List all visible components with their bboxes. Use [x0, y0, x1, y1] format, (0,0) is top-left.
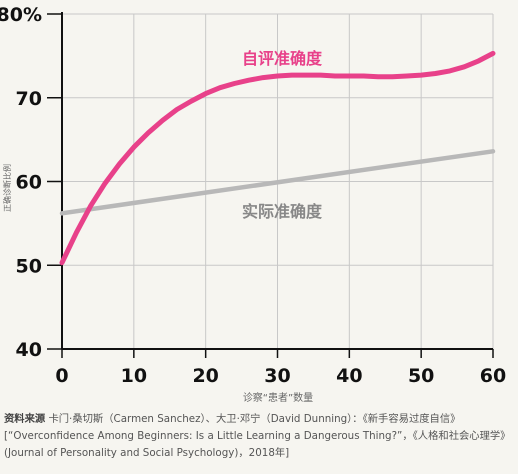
series-label-self-assessed: 自评准确度 — [242, 49, 323, 68]
actual-accuracy-line — [59, 149, 496, 216]
source-text: 卡门·桑切斯（Carmen Sanchez）、大卫·邓宁（David Dunni… — [4, 413, 511, 459]
line-chart: 40 50 60 70 80% 0 10 20 30 40 50 60 诊察“患者”数量 正确诊断比例 自评… — [0, 4, 506, 404]
chart-axes — [47, 12, 494, 358]
y-axis-title: 正确诊断比例 — [2, 164, 12, 212]
x-tick-label: 30 — [264, 365, 290, 387]
x-tick-label: 10 — [121, 365, 147, 387]
x-tick-label: 40 — [336, 365, 362, 387]
source-label: 资料来源 — [4, 413, 46, 425]
y-tick-label: 40 — [16, 339, 42, 361]
y-tick-label: 50 — [16, 255, 42, 277]
series-label-actual: 实际准确度 — [242, 202, 323, 221]
chart-labels: 40 50 60 70 80% 0 10 20 30 40 50 60 诊察“患者”数量 正确诊断比例 自评… — [0, 4, 506, 404]
x-tick-label: 50 — [408, 365, 434, 387]
y-tick-label: 70 — [16, 88, 42, 110]
x-axis-title: 诊察“患者”数量 — [243, 391, 313, 404]
x-tick-label: 20 — [192, 365, 218, 387]
x-tick-label: 0 — [55, 365, 68, 387]
y-tick-label: 60 — [16, 172, 42, 194]
self-assessed-accuracy-line — [59, 50, 496, 266]
chart-series — [59, 50, 496, 266]
x-tick-label: 60 — [480, 365, 506, 387]
y-tick-label: 80% — [0, 4, 42, 26]
source-note: 资料来源 卡门·桑切斯（Carmen Sanchez）、大卫·邓宁（David … — [4, 411, 514, 462]
chart-grid — [62, 13, 494, 349]
